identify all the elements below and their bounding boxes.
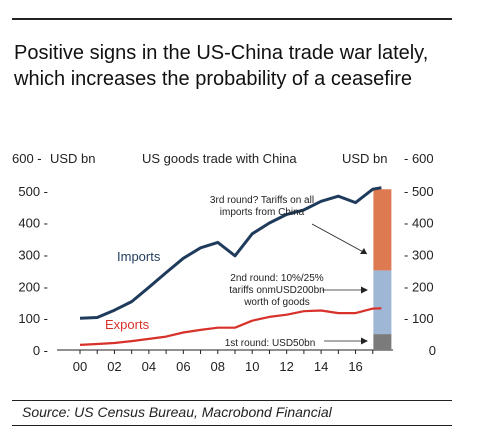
left-tick-label-0: 0 - <box>33 343 48 358</box>
x-tick-label-06: 06 <box>176 359 190 374</box>
annotation-2nd-round-line-2: tariffs onmUSD200bn <box>229 285 324 296</box>
right-tick-label-300: - 300 <box>404 248 434 263</box>
left-axis-unit: USD bn <box>50 151 96 166</box>
annotation-1st-round-arrowhead <box>361 337 368 345</box>
center-heading: US goods trade with China <box>142 151 297 166</box>
annotation-2nd-round-line-1: 2nd round: 10%/25% <box>230 273 324 284</box>
x-tick-label-10: 10 <box>245 359 259 374</box>
annotation-1st-round-line-1: 1st round: USD50bn <box>225 338 316 349</box>
axes-group: 600 - USD bn US goods trade with China USD … <box>12 151 436 374</box>
left-tick-label-500: 500 - <box>18 184 48 199</box>
annotation-3rd-round-line-2: imports from China <box>220 207 305 218</box>
annotation-3rd-round-pointer <box>311 223 368 255</box>
x-tick-label-02: 02 <box>107 359 121 374</box>
right-tick-label-100: - 100 <box>404 311 434 326</box>
x-tick-label-14: 14 <box>314 359 328 374</box>
tariff-bar-segment-2 <box>373 270 392 335</box>
source-note: Source: US Census Bureau, Macrobond Fina… <box>22 404 332 420</box>
right-tick-label-0: 0 <box>429 343 436 358</box>
tariff-bar-segment-1 <box>373 334 392 350</box>
left-tick-label-600: 600 - <box>12 151 42 166</box>
right-tick-label-500: - 500 <box>404 184 434 199</box>
annotation-2nd-round-line-3: worth of goods <box>243 297 310 308</box>
series-label-exports: Exports <box>105 317 150 332</box>
annotation-3rd-round-line-1: 3rd round? Tariffs on all <box>210 195 314 206</box>
left-tick-label-300: 300 - <box>18 248 48 263</box>
series-group <box>79 186 382 346</box>
x-tick-label-12: 12 <box>279 359 293 374</box>
left-tick-label-100: 100 - <box>18 311 48 326</box>
tariff-bar-group <box>373 189 392 350</box>
right-axis-unit: USD bn <box>342 151 388 166</box>
series-line-exports <box>79 307 382 346</box>
tariff-bar-segment-3 <box>373 189 392 271</box>
x-tick-label-16: 16 <box>348 359 362 374</box>
right-tick-label-200: - 200 <box>404 279 434 294</box>
right-tick-label-600: - 600 <box>404 151 434 166</box>
chart-frame: Positive signs in the US-China trade war… <box>12 18 452 426</box>
annotation-2nd-round-arrowhead <box>361 286 368 294</box>
x-tick-label-08: 08 <box>211 359 225 374</box>
left-tick-label-200: 200 - <box>18 279 48 294</box>
chart-title: Positive signs in the US-China trade war… <box>14 42 429 90</box>
series-label-imports: Imports <box>117 249 161 264</box>
x-tick-label-04: 04 <box>142 359 156 374</box>
series-line-imports <box>79 186 382 320</box>
middle-rule <box>12 400 452 401</box>
x-tick-label-00: 00 <box>73 359 87 374</box>
bottom-rule <box>12 425 452 426</box>
top-rule <box>12 18 452 20</box>
labels-group: Imports Exports <box>105 249 161 332</box>
annotation-3rd-round-arrowhead <box>360 248 367 254</box>
chart-svg: 600 - USD bn US goods trade with China USD … <box>12 151 436 374</box>
left-tick-label-400: 400 - <box>18 216 48 231</box>
right-tick-label-400: - 400 <box>404 216 434 231</box>
